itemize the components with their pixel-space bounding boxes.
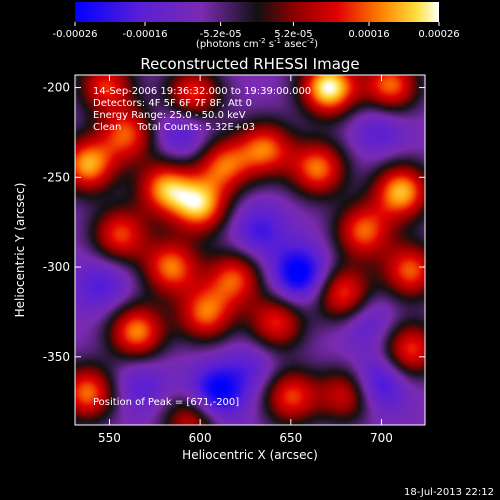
colorbar-tick-label: 5.2e-05	[274, 29, 312, 40]
x-tick-label: 700	[370, 431, 393, 445]
axis-ticks: 550 600 650 700 -200 -250 -300 -350	[43, 75, 425, 445]
colorbar-gradient	[75, 2, 439, 22]
annotation-time-range: 14-Sep-2006 19:36:32.000 to 19:39:00.000	[93, 86, 311, 97]
x-tick-label: 550	[98, 431, 121, 445]
colorbar-tick-label: 0.00016	[348, 29, 389, 40]
annotation-block: 14-Sep-2006 19:36:32.000 to 19:39:00.000…	[93, 86, 311, 408]
colorbar-tick-label: -0.00026	[53, 29, 98, 40]
annotation-clean-counts: Clean Total Counts: 5.32E+03	[93, 122, 255, 133]
y-tick-label: -200	[43, 81, 70, 95]
colorbar-tick-label: -5.2e-05	[200, 29, 242, 40]
y-tick-label: -350	[43, 350, 70, 364]
colorbar-ticks: -0.00026 -0.00016 -5.2e-05 5.2e-05 0.00016 0.…	[53, 22, 460, 40]
plot-area: 550 600 650 700 -200 -250 -300 -350	[43, 74, 426, 445]
colorbar-unit-label: (photons cm-2 s-1 asec-2)	[196, 37, 318, 50]
heatmap-image	[75, 75, 425, 425]
peak-position-label: Position of Peak = [671,-200]	[93, 397, 239, 408]
colorbar-tick-label: -0.00016	[123, 29, 168, 40]
x-tick-label: 650	[279, 431, 302, 445]
x-tick-label: 600	[189, 431, 212, 445]
colorbar-tick-label: 0.00026	[418, 29, 459, 40]
plot-frame	[74, 74, 426, 426]
colorbar: -0.00026 -0.00016 -5.2e-05 5.2e-05 0.00016 0.…	[53, 2, 460, 50]
y-tick-label: -300	[43, 260, 70, 274]
annotation-energy-range: Energy Range: 25.0 - 50.0 keV	[93, 110, 246, 121]
footer-timestamp: 18-Jul-2013 22:12	[404, 487, 494, 498]
y-tick-label: -250	[43, 170, 70, 184]
chart-title: Reconstructed RHESSI Image	[140, 55, 359, 73]
annotation-detectors: Detectors: 4F 5F 6F 7F 8F, Att 0	[93, 98, 252, 109]
y-axis-title: Heliocentric Y (arcsec)	[13, 183, 27, 318]
x-axis-title: Heliocentric X (arcsec)	[182, 448, 318, 462]
